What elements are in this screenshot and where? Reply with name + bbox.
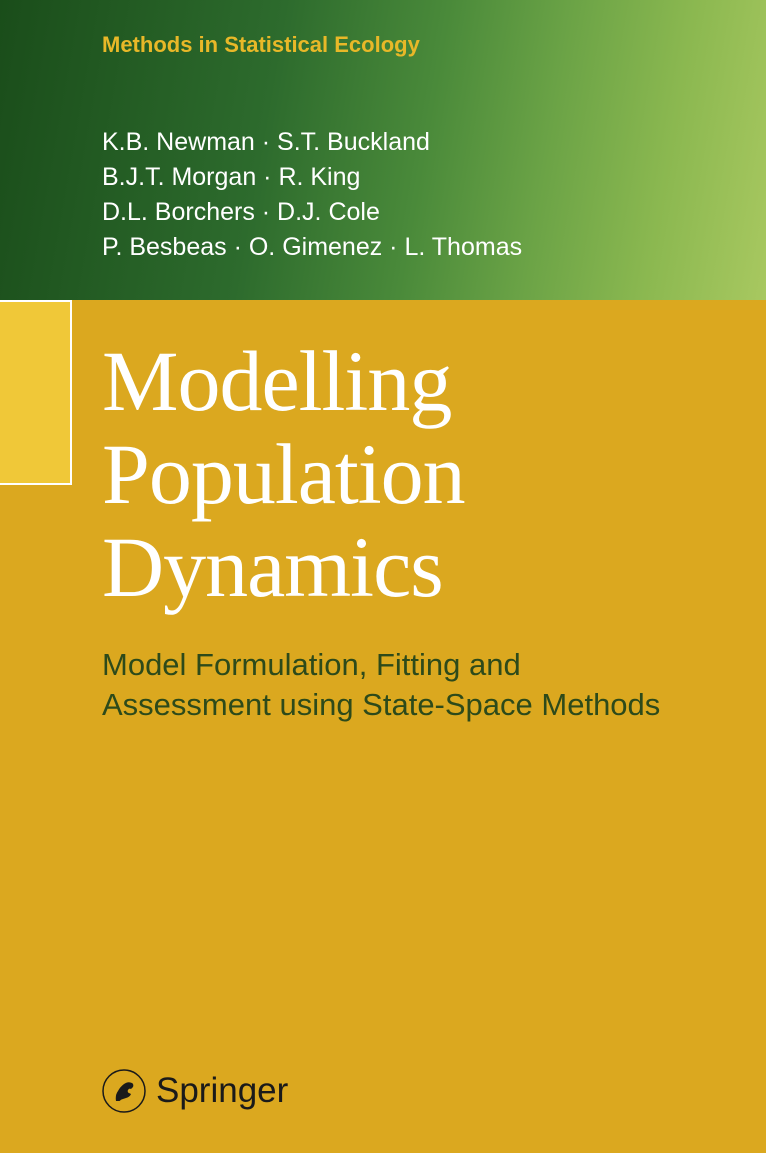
book-title: Modelling Population Dynamics [102, 335, 465, 614]
book-cover: Methods in Statistical Ecology K.B. Newm… [0, 0, 766, 1153]
springer-horse-icon [102, 1069, 146, 1113]
authors-block: K.B. Newman · S.T. Buckland B.J.T. Morga… [102, 125, 522, 265]
cover-top-section: Methods in Statistical Ecology K.B. Newm… [0, 0, 766, 300]
publisher-name: Springer [156, 1071, 288, 1111]
title-line: Population [102, 428, 465, 521]
subtitle-line: Assessment using State-Space Methods [102, 685, 660, 725]
series-name: Methods in Statistical Ecology [102, 32, 420, 58]
authors-line: D.L. Borchers · D.J. Cole [102, 195, 522, 230]
authors-line: P. Besbeas · O. Gimenez · L. Thomas [102, 230, 522, 265]
subtitle-line: Model Formulation, Fitting and [102, 645, 660, 685]
cover-bottom-section: Modelling Population Dynamics Model Form… [0, 300, 766, 1153]
authors-line: B.J.T. Morgan · R. King [102, 160, 522, 195]
title-line: Dynamics [102, 521, 465, 614]
publisher-block: Springer [102, 1069, 288, 1113]
book-subtitle: Model Formulation, Fitting and Assessmen… [102, 645, 660, 726]
title-line: Modelling [102, 335, 465, 428]
authors-line: K.B. Newman · S.T. Buckland [102, 125, 522, 160]
spine-accent-block [0, 300, 72, 485]
